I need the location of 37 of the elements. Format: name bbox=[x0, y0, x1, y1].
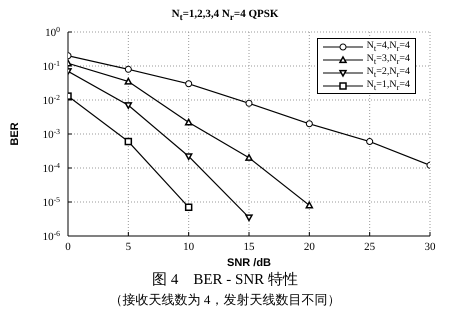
x-axis-title: SNR /dB bbox=[227, 257, 272, 269]
y-axis-title: BER bbox=[8, 122, 21, 146]
text: （接收天线数为 4，发射天线数目不同） bbox=[108, 291, 342, 309]
point bbox=[185, 80, 192, 88]
y-tick-label: 10$^{0}$ bbox=[45, 24, 60, 39]
x-tick-label: 30 bbox=[424, 240, 436, 253]
point bbox=[306, 202, 314, 208]
point bbox=[245, 214, 253, 222]
point bbox=[124, 102, 132, 110]
y-tick-label: 10$^{-1}$ bbox=[42, 58, 60, 73]
x-tick-label: 10 bbox=[183, 240, 195, 253]
point bbox=[246, 100, 252, 107]
y-tick-label: 10$^{-5}$ bbox=[42, 194, 60, 209]
y-tick-label: 10$^{-6}$ bbox=[42, 228, 60, 243]
legend-label: N$_{t}$=3,N$_{r}$=4 bbox=[366, 53, 410, 66]
point bbox=[184, 204, 192, 212]
x-tick-label: 15 bbox=[244, 240, 255, 253]
chart-title: N$_{t}$=1,2,3,4 N$_{r}$=4 QPSK bbox=[170, 8, 280, 24]
x-tick-label: 20 bbox=[304, 240, 316, 253]
point bbox=[245, 154, 253, 161]
x-tick-label: 5 bbox=[126, 240, 132, 253]
x-tick-label: 0 bbox=[65, 240, 72, 253]
y-tick-label: 10$^{-4}$ bbox=[42, 160, 60, 175]
legend-label: N$_{t}$=4,N$_{r}$=4 bbox=[366, 40, 410, 53]
legend-label: N$_{t}$=1,N$_{r}$=4 bbox=[366, 79, 410, 92]
point bbox=[184, 153, 192, 160]
legend-label: N$_{t}$=2,N$_{r}$=4 bbox=[366, 66, 410, 79]
y-tick-label: 10$^{-3}$ bbox=[42, 126, 60, 141]
caption: 图 4 BER - SNR 特性 bbox=[151, 270, 299, 290]
point bbox=[184, 118, 192, 126]
x-tick-label: 25 bbox=[364, 240, 376, 253]
point bbox=[124, 78, 132, 85]
point bbox=[366, 138, 374, 146]
point bbox=[124, 138, 132, 146]
point bbox=[306, 120, 313, 128]
y-tick-label: 10$^{-2}$ bbox=[42, 92, 60, 107]
point bbox=[124, 66, 132, 73]
